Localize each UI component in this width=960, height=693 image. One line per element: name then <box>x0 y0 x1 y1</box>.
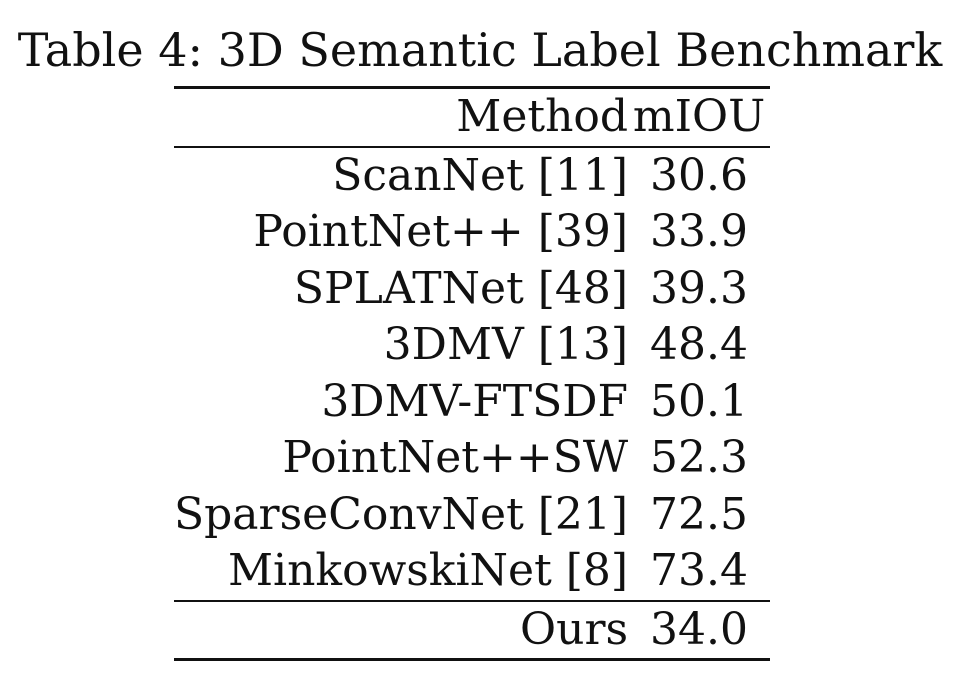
table-caption: Table 4: 3D Semantic Label Benchmark <box>17 23 943 77</box>
miou-cell: 33.9 <box>650 206 749 257</box>
table-row: 3DMV [13] 48.4 <box>174 317 770 374</box>
method-cell: MinkowskiNet [8] <box>227 545 629 596</box>
method-cell: 3DMV-FTSDF <box>321 375 629 427</box>
method-cell: ScanNet [11] <box>332 149 629 201</box>
miou-cell: 50.1 <box>650 375 749 427</box>
table-row: 3DMV-FTSDF 50.1 <box>174 374 770 431</box>
header-method: Method <box>456 91 629 142</box>
miou-cell: 30.6 <box>650 149 749 201</box>
table-row: MinkowskiNet [8] 73.4 <box>174 543 770 601</box>
method-cell: SPLATNet [48] <box>293 262 629 314</box>
ours-miou-cell: 34.0 <box>650 603 749 655</box>
method-cell: 3DMV [13] <box>383 319 629 370</box>
table-row: PointNet++SW 52.3 <box>174 430 770 487</box>
miou-cell: 52.3 <box>650 432 749 483</box>
method-cell: PointNet++ [39] <box>253 206 629 257</box>
table-row: SPLATNet [48] 39.3 <box>174 261 770 318</box>
best-miou-cell: 73.4 <box>650 545 749 596</box>
benchmark-table: Method mIOU ScanNet [11] 30.6 PointNet++… <box>174 86 770 661</box>
miou-cell: 39.3 <box>650 262 749 314</box>
ours-method-cell: Ours <box>520 603 629 655</box>
miou-cell: 72.5 <box>650 488 749 540</box>
header-miou: mIOU <box>632 91 766 142</box>
miou-cell: 48.4 <box>650 319 749 370</box>
method-cell: PointNet++SW <box>282 432 629 483</box>
table-header-row: Method mIOU <box>174 87 770 147</box>
table-row: SparseConvNet [21] 72.5 <box>174 487 770 544</box>
ours-row: Ours 34.0 <box>174 600 770 660</box>
table-row: ScanNet [11] 30.6 <box>174 146 770 205</box>
method-cell: SparseConvNet [21] <box>174 488 629 540</box>
table-row: PointNet++ [39] 33.9 <box>174 204 770 261</box>
